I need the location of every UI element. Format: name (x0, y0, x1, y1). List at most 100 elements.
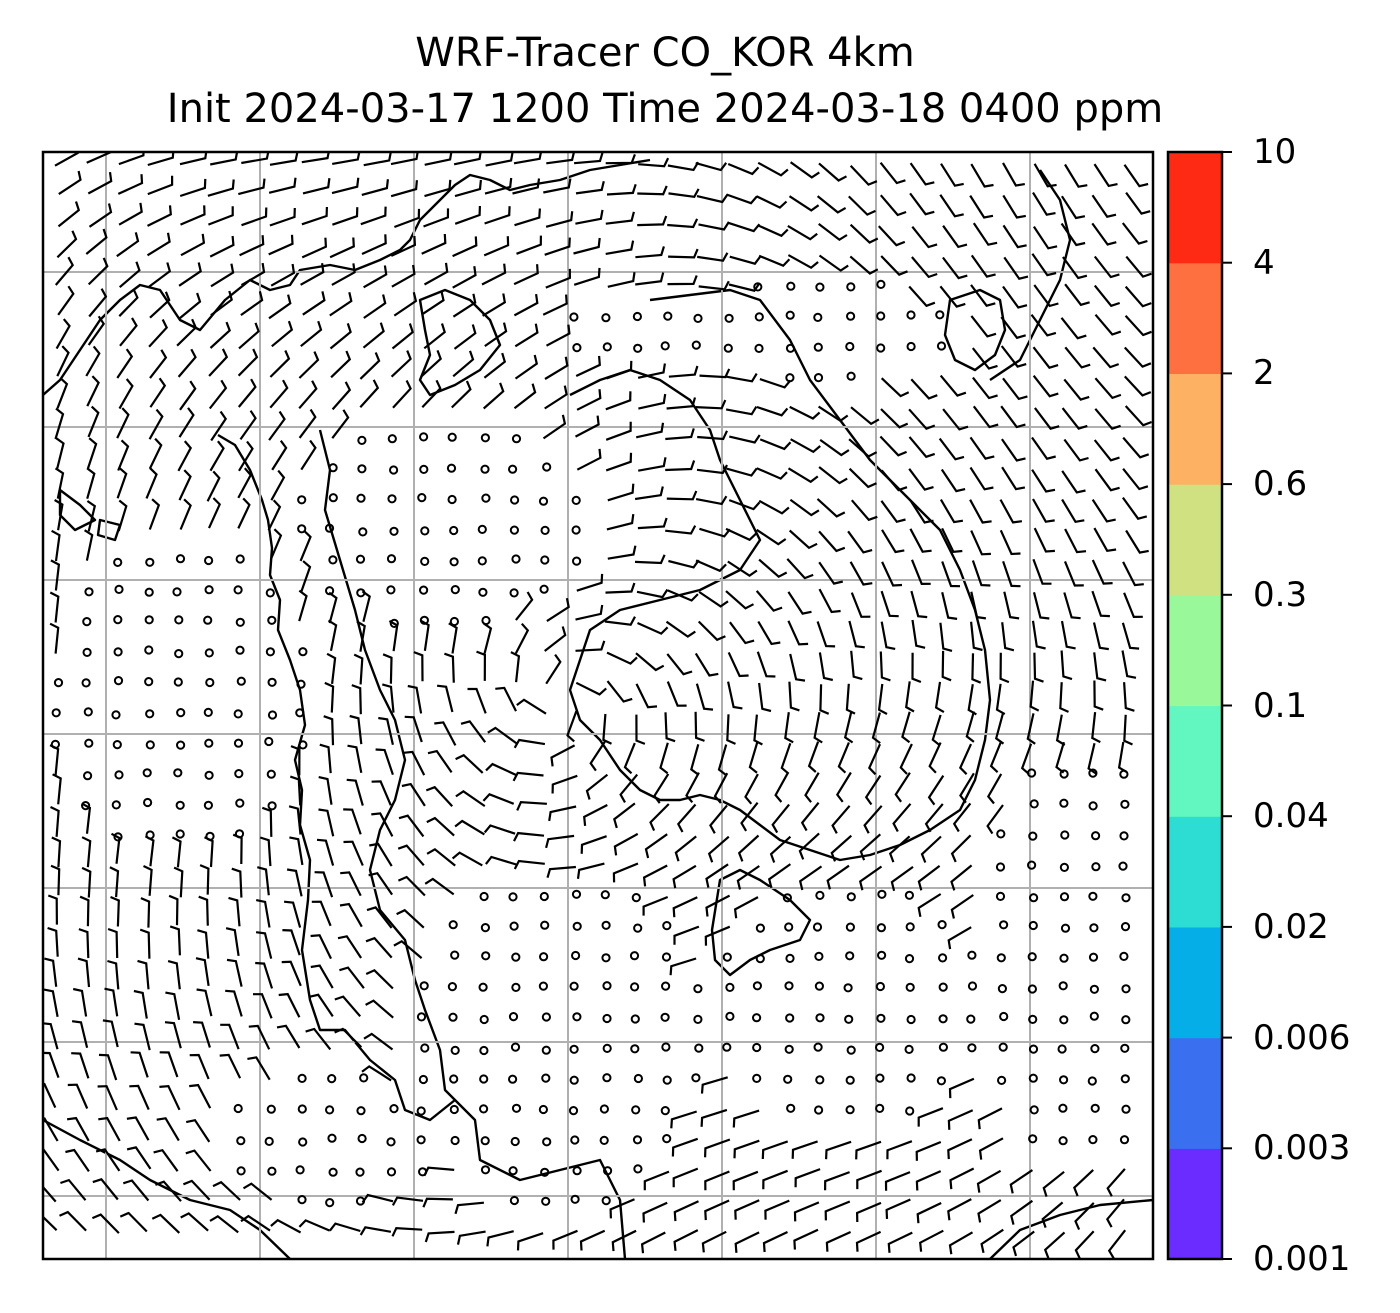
calm-circle (450, 950, 460, 960)
colorbar-tick-label: 4 (1253, 242, 1275, 283)
wind-barb (666, 681, 687, 707)
calm-circle (298, 647, 308, 657)
wind-barb (516, 1232, 544, 1251)
wind-barb (665, 620, 696, 638)
wind-barb (1001, 622, 1015, 652)
calm-circle (1119, 951, 1129, 962)
colorbar-frame (1166, 150, 1224, 1261)
wind-barb (762, 1169, 788, 1190)
wind-barb (453, 324, 477, 350)
wind-barb (637, 215, 668, 227)
wind-barb (798, 832, 820, 860)
calm-circle (569, 1075, 579, 1085)
wind-barb (994, 712, 1005, 745)
wind-barb (1033, 527, 1055, 553)
wind-barb (635, 714, 646, 745)
wind-barb (140, 897, 151, 928)
wind-barb (198, 895, 209, 926)
wind-barb (71, 1052, 90, 1079)
wind-barb (727, 162, 760, 176)
wind-barb (1093, 652, 1107, 682)
wind-barb (516, 801, 547, 811)
calm-circle (81, 801, 91, 811)
calm-circle (387, 494, 397, 504)
wind-barb (209, 1214, 239, 1234)
wind-barb (908, 436, 936, 459)
calm-circle (662, 1075, 672, 1085)
calm-circle (785, 310, 795, 320)
wind-barb (1121, 650, 1137, 679)
wind-barb (356, 620, 366, 652)
wind-barb (669, 957, 697, 976)
calm-circle (479, 1014, 489, 1025)
wind-barb (877, 683, 888, 715)
wind-barb (343, 808, 362, 835)
wind-barb (1031, 620, 1046, 650)
calm-circle (1060, 830, 1070, 840)
wind-barb (84, 529, 94, 561)
wind-barb (413, 651, 424, 682)
wind-barb (390, 180, 418, 198)
wind-barb (905, 681, 915, 713)
calm-circle (205, 677, 215, 688)
wind-barb (1061, 470, 1086, 494)
calm-circle (447, 494, 457, 505)
wind-barb (830, 834, 853, 862)
wind-barb (847, 530, 873, 554)
wind-barb (908, 285, 936, 308)
calm-circle (511, 434, 522, 444)
wind-barb (117, 439, 130, 471)
wind-barb (240, 291, 264, 316)
calm-circle (357, 1133, 367, 1144)
wind-barb (1060, 317, 1087, 340)
wind-barb (642, 864, 668, 887)
wind-barb (391, 323, 414, 350)
calm-circle (389, 618, 399, 629)
calm-circle (267, 1166, 277, 1176)
wind-barb (753, 714, 763, 746)
wind-barb (397, 844, 425, 867)
wind-barb (210, 410, 228, 442)
wind-barb (1092, 346, 1120, 369)
calm-circle (419, 432, 429, 442)
wind-barb (486, 1230, 514, 1247)
wind-barb (880, 255, 908, 277)
wind-barb (1124, 285, 1152, 308)
wind-barb (606, 183, 637, 196)
calm-circle (447, 432, 457, 442)
wind-barb (1002, 194, 1026, 219)
wind-barb (879, 435, 908, 457)
wind-barb (122, 1179, 150, 1202)
wind-barb (514, 208, 541, 227)
wind-barb (81, 802, 92, 834)
calm-circle (875, 981, 886, 992)
calm-circle (540, 555, 550, 565)
wind-barb (209, 152, 239, 166)
calm-circle (267, 677, 277, 687)
wind-barb (605, 452, 633, 472)
wind-barb (220, 1023, 240, 1050)
wind-barb (911, 256, 938, 279)
wind-barb (879, 162, 906, 185)
wind-barb (727, 681, 743, 710)
wind-barb (734, 1231, 760, 1253)
wind-barb (952, 802, 972, 833)
calm-circle (815, 282, 825, 292)
wind-barb (707, 835, 730, 863)
calm-circle (845, 922, 856, 932)
colorbar-segment (1168, 484, 1222, 596)
wind-barb (365, 936, 393, 959)
wind-barb (426, 847, 456, 867)
wind-barb (88, 203, 113, 228)
wind-barb (787, 224, 818, 241)
calm-circle (538, 1104, 549, 1115)
wind-barb (978, 1137, 1004, 1160)
calm-circle (1057, 1044, 1067, 1054)
wind-barb (482, 622, 493, 654)
calm-circle (327, 1133, 337, 1143)
wind-barb (732, 1170, 759, 1191)
wind-barb (340, 871, 362, 897)
wind-barb (179, 380, 197, 411)
wind-barb (210, 290, 233, 317)
wind-barb (972, 405, 999, 429)
